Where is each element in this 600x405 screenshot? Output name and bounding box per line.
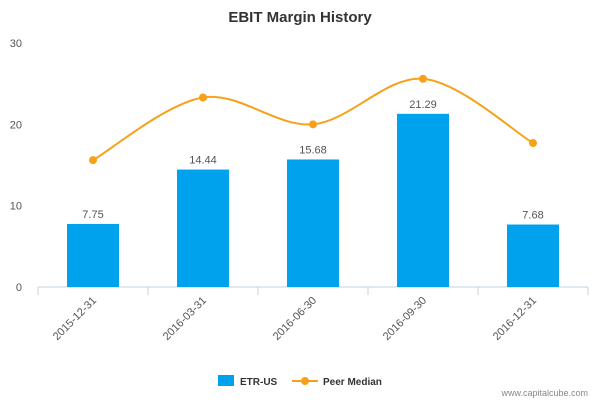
bar xyxy=(287,159,339,287)
peer-median-point xyxy=(199,93,207,102)
legend-label-peer-median: Peer Median xyxy=(323,377,382,388)
y-tick-label: 10 xyxy=(10,201,22,213)
bar-data-label: 21.29 xyxy=(409,99,437,111)
bar-data-label: 7.68 xyxy=(522,210,543,222)
peer-median-point xyxy=(309,120,317,129)
credit-text: www.capitalcube.com xyxy=(500,388,588,398)
bar-data-label: 14.44 xyxy=(189,155,217,167)
bar xyxy=(397,113,449,287)
chart-title: EBIT Margin History xyxy=(228,9,372,26)
bar xyxy=(67,223,119,287)
y-tick-label: 30 xyxy=(10,38,22,50)
line-series xyxy=(89,74,537,165)
legend: ETR-US Peer Median xyxy=(218,375,382,388)
legend-swatch-etr-us xyxy=(218,375,234,386)
data-labels: 7.75 14.44 15.68 21.29 7.68 xyxy=(82,99,543,222)
x-tick-label: 2016-09-30 xyxy=(381,295,429,343)
bar-series xyxy=(67,113,559,287)
legend-label-etr-us: ETR-US xyxy=(240,377,278,388)
legend-marker-peer-median xyxy=(301,377,309,385)
peer-median-point xyxy=(419,74,427,83)
x-tick-label: 2015-12-31 xyxy=(51,295,99,343)
y-tick-label: 0 xyxy=(16,282,22,294)
y-tick-label: 20 xyxy=(10,119,22,131)
x-tick-label: 2016-12-31 xyxy=(491,295,539,343)
bar-data-label: 7.75 xyxy=(82,209,103,221)
x-tick-label: 2016-03-31 xyxy=(161,295,209,343)
peer-median-point xyxy=(89,156,97,165)
x-tick-label: 2016-06-30 xyxy=(271,295,319,343)
bar xyxy=(177,169,229,287)
bar-data-label: 15.68 xyxy=(299,144,327,156)
peer-median-point xyxy=(529,139,537,148)
bar xyxy=(507,224,559,287)
